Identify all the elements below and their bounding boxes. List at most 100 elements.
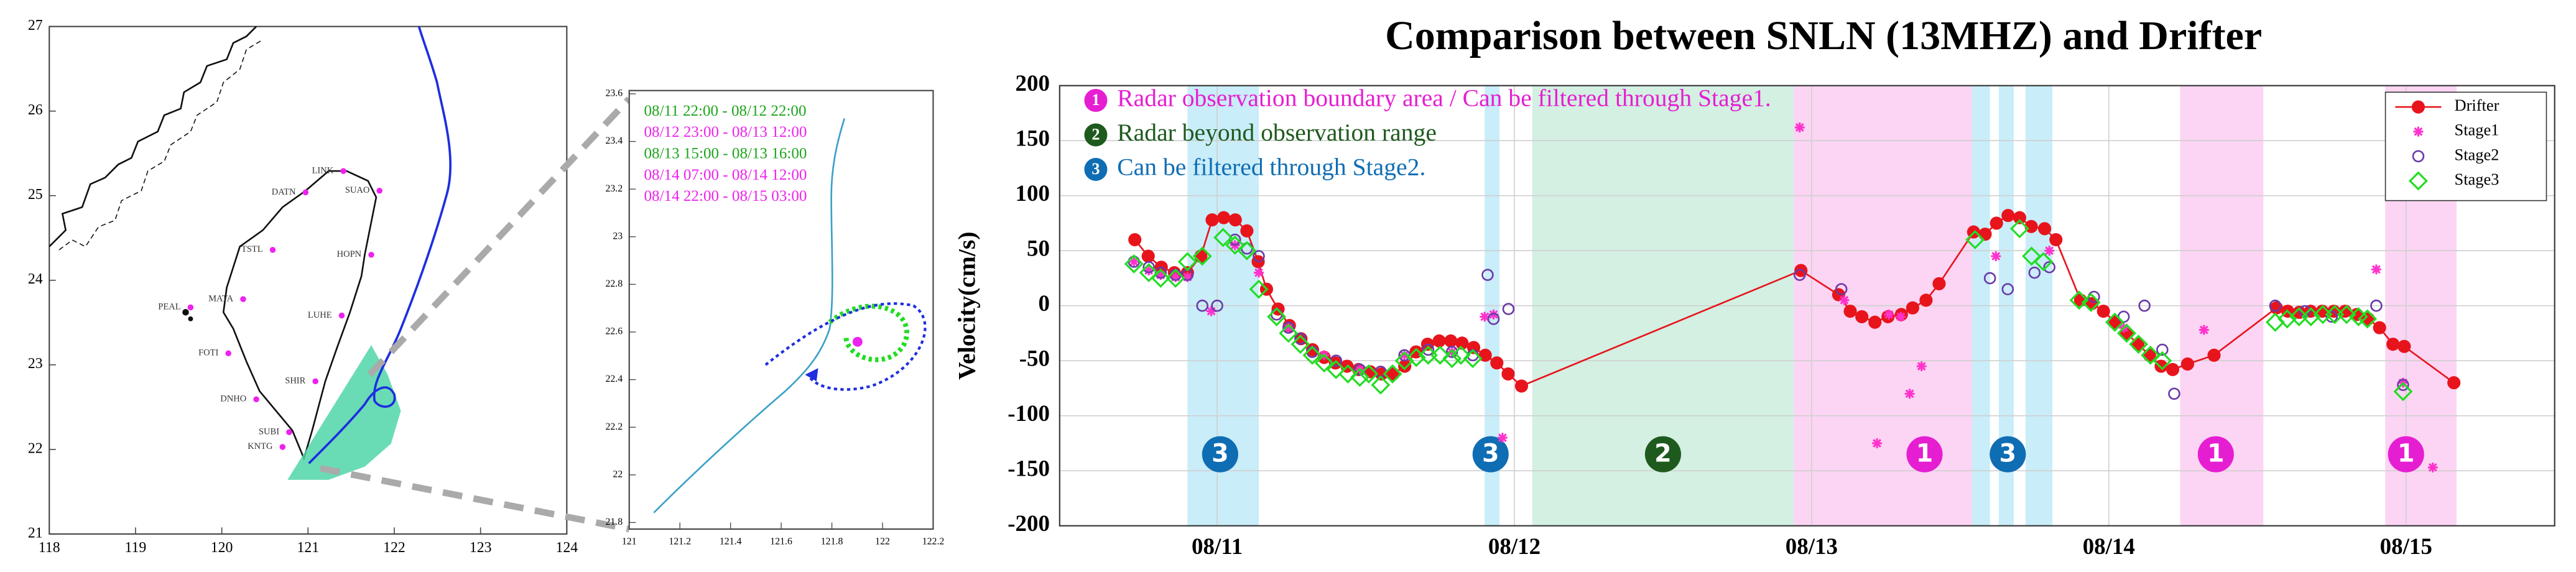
zoom-legend-entry: 08/13 15:00 - 08/13 16:00 <box>644 145 807 162</box>
data-point <box>2141 345 2161 365</box>
data-point <box>1480 311 1490 322</box>
data-point <box>2370 299 2383 312</box>
annotation-number: 1 <box>1091 90 1100 109</box>
y-tick-label: 27 <box>28 17 43 34</box>
legend-label: Drifter <box>2455 96 2500 114</box>
station <box>340 168 346 174</box>
data-point <box>2397 379 2409 391</box>
x-tick-label: 121.8 <box>821 537 843 547</box>
station <box>279 444 286 450</box>
data-point <box>1253 250 1265 262</box>
drifter-end <box>852 336 863 347</box>
data-point <box>2043 261 2056 274</box>
data-point <box>1383 364 1402 384</box>
y-tick-label: -100 <box>1008 400 1050 426</box>
station <box>187 304 194 311</box>
data-point <box>2009 219 2029 239</box>
band-badge <box>1472 436 1509 473</box>
band-number: 1 <box>2398 439 2415 468</box>
data-point <box>1490 356 1504 370</box>
data-point <box>1843 304 1857 318</box>
data-point <box>1129 256 1139 267</box>
data-point <box>1290 334 1310 354</box>
y-tick-label: 21 <box>28 525 43 541</box>
x-tick-label: 122 <box>383 540 405 556</box>
data-point <box>1205 213 1219 227</box>
data-point <box>1211 299 1223 312</box>
data-point <box>1794 122 1805 132</box>
data-point <box>2168 387 2180 400</box>
x-tick-label: 118 <box>39 540 60 556</box>
station-label: DNHO <box>220 394 246 404</box>
data-point <box>1884 309 1894 320</box>
station-label: TSTL <box>241 244 263 254</box>
data-point <box>1371 375 1391 395</box>
data-point <box>1240 224 1254 238</box>
band-number: 3 <box>1212 439 1229 468</box>
data-point <box>1502 303 1515 315</box>
station-label: DATN <box>272 187 296 197</box>
station-label: SUAO <box>345 185 370 195</box>
zoom-frame <box>628 90 934 530</box>
station-label: KNTG <box>248 441 273 451</box>
data-point <box>1965 230 1985 249</box>
data-point <box>2081 292 2101 312</box>
y-tick-label: 22 <box>28 440 43 456</box>
data-point <box>1794 269 1806 281</box>
data-point <box>2013 211 2027 224</box>
data-point <box>1422 343 1435 356</box>
data-point <box>1990 216 2003 230</box>
y-tick-label: 26 <box>28 102 43 118</box>
zoom-legend-entry: 08/12 23:00 - 08/13 12:00 <box>644 124 807 141</box>
legend-label: Stage2 <box>2455 145 2500 164</box>
data-point <box>1835 283 1848 295</box>
zoom-track <box>653 118 846 514</box>
data-point <box>1904 389 1915 399</box>
data-point <box>1177 252 1197 272</box>
data-point <box>1326 359 1346 379</box>
data-point <box>2154 359 2168 373</box>
data-point <box>1142 261 1155 274</box>
data-point <box>1237 241 1257 261</box>
annotation-badge <box>1084 157 1108 181</box>
data-point <box>2117 323 2136 343</box>
band-badge <box>2197 436 2234 473</box>
x-tick-label: 119 <box>125 540 147 556</box>
data-point <box>2269 299 2282 312</box>
data-point <box>2129 334 2149 354</box>
data-point <box>1225 235 1245 255</box>
legend-label: Stage3 <box>2455 170 2500 188</box>
data-point <box>1919 293 1933 307</box>
data-point <box>1350 367 1369 387</box>
y-tick-label: 21.8 <box>605 517 623 527</box>
legend-marker <box>2408 171 2428 191</box>
china-coast <box>49 25 257 247</box>
data-point <box>1481 269 1494 281</box>
x-tick-label: 08/11 <box>1192 533 1243 559</box>
y-tick-label: 23 <box>28 356 43 372</box>
x-tick-label: 121 <box>297 540 319 556</box>
data-point <box>1868 315 1882 329</box>
x-tick-label: 124 <box>556 540 578 556</box>
data-point <box>1128 233 1142 247</box>
y-tick-label: 150 <box>1016 126 1050 151</box>
data-point <box>2049 233 2063 247</box>
data-point <box>1254 267 1264 278</box>
x-tick-label: 121 <box>622 537 637 547</box>
data-point <box>2152 351 2172 371</box>
y-tick-label: 22.8 <box>605 279 623 289</box>
station-label: SUBI <box>259 427 279 436</box>
data-point <box>1432 334 1446 348</box>
station-label: LINK <box>312 165 334 175</box>
data-point <box>2386 338 2400 351</box>
y-tick-label: 24 <box>28 271 43 287</box>
band-number: 3 <box>1482 439 1499 468</box>
x-tick-label: 08/15 <box>2380 533 2432 559</box>
band-number: 2 <box>1654 439 1672 468</box>
data-point <box>2198 325 2209 335</box>
band-badge <box>1906 436 1943 473</box>
zoom-loop <box>828 303 910 362</box>
data-point <box>1124 254 1144 274</box>
data-point <box>1151 269 1170 288</box>
data-point <box>2299 305 2311 318</box>
